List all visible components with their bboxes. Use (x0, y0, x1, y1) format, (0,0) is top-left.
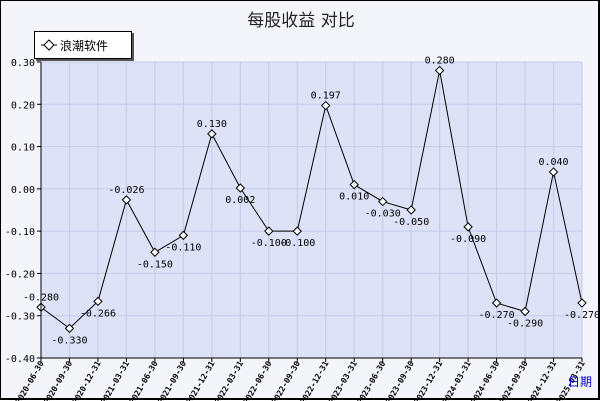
data-label: -0.270 (564, 310, 600, 321)
y-tick-label: 0.00 (11, 185, 35, 196)
data-label: -0.150 (137, 259, 173, 270)
data-point-marker (64, 323, 75, 334)
legend: 浪潮软件 (34, 31, 132, 59)
data-label: 0.280 (425, 55, 455, 66)
data-point-marker (463, 222, 473, 232)
data-point-marker (577, 298, 587, 308)
data-label: -0.270 (479, 310, 515, 321)
data-label: -0.050 (393, 217, 429, 228)
series-lines (40, 70, 583, 330)
data-point-marker (520, 306, 530, 317)
data-point-marker (349, 179, 359, 190)
data-label: 0.002 (225, 195, 255, 206)
data-label: -0.110 (165, 242, 201, 253)
data-label: 0.010 (339, 192, 369, 203)
data-label: 0.197 (311, 91, 341, 102)
data-point-marker (491, 298, 502, 308)
data-label: -0.030 (365, 209, 401, 220)
data-point-marker (207, 129, 217, 139)
x-tick-label: 2020-09-30 (42, 359, 74, 401)
y-tick-label: -0.20 (5, 269, 35, 280)
x-tick-label: 2022-06-30 (242, 359, 274, 401)
data-label: -0.266 (80, 308, 116, 319)
axes (40, 62, 582, 359)
x-tick-label: 2021-06-30 (128, 359, 160, 401)
y-axis-ticks: 0.30 0.20 0.10 0.00 -0.10 -0.20 -0.30 -0.40 (5, 58, 41, 365)
data-label: -0.090 (450, 234, 486, 245)
data-label: 0.040 (538, 157, 568, 168)
series-line (40, 70, 583, 330)
y-tick-label: 0.30 (11, 58, 35, 69)
plot-area (41, 62, 582, 358)
x-tick-label: 2023-09-30 (384, 359, 416, 401)
chart-title: 每股收益 对比 (247, 11, 355, 31)
x-tick-label: 2023-06-30 (356, 359, 388, 401)
data-point-marker (321, 100, 331, 111)
data-point-marker (235, 183, 246, 193)
data-point-marker (178, 230, 189, 241)
x-tick-label: 2024-09-30 (498, 359, 530, 401)
x-tick-label: 2023-03-31 (327, 359, 359, 401)
y-tick-label: -0.30 (5, 312, 35, 323)
data-label: 0.130 (197, 119, 227, 130)
x-tick-label: 2020-06-30 (14, 359, 46, 401)
x-tick-label: 2022-09-30 (270, 359, 302, 401)
x-tick-label: 2024-03-31 (441, 359, 473, 401)
data-label: -0.100 (251, 238, 287, 249)
data-point-marker (548, 167, 559, 177)
data-point-marker (264, 226, 274, 236)
x-tick-label: 2021-03-31 (99, 359, 131, 401)
x-axis-ticks: 2020-06-302020-09-302020-12-312021-03-31… (14, 358, 587, 401)
x-tick-label: 2024-12-31 (526, 359, 558, 401)
x-tick-label: 2022-12-31 (299, 359, 331, 401)
data-point-marker (150, 247, 160, 257)
data-label: -0.026 (108, 185, 144, 196)
y-tick-label: -0.10 (5, 227, 35, 238)
data-point-marker (292, 226, 302, 236)
legend-label: 浪潮软件 (60, 38, 109, 53)
x-tick-label: 2024-06-30 (469, 359, 501, 401)
data-point-marker (406, 205, 416, 215)
data-labels: -0.280-0.330-0.266-0.026-0.150-0.1100.13… (23, 55, 600, 346)
x-tick-label: 2020-12-31 (71, 359, 103, 401)
data-label: -0.290 (507, 318, 543, 329)
data-label: -0.100 (279, 238, 315, 249)
x-tick-label: 2021-09-30 (156, 359, 188, 401)
y-tick-label: 0.20 (11, 100, 35, 111)
y-tick-label: 0.10 (11, 143, 35, 154)
x-tick-label: 2023-12-31 (412, 359, 444, 401)
series-markers (36, 65, 587, 334)
data-point-marker (377, 196, 388, 207)
data-label: -0.330 (51, 335, 87, 346)
y-tick-label: -0.40 (5, 354, 35, 365)
legend-marker-diamond-icon (41, 39, 57, 51)
data-point-marker (93, 296, 103, 307)
x-axis-unit-label: 日期 (568, 375, 592, 389)
x-tick-label: 2021-12-31 (185, 359, 217, 401)
data-point-marker (121, 195, 132, 205)
x-tick-label: 2022-03-31 (213, 359, 245, 401)
data-point-marker (434, 65, 445, 76)
